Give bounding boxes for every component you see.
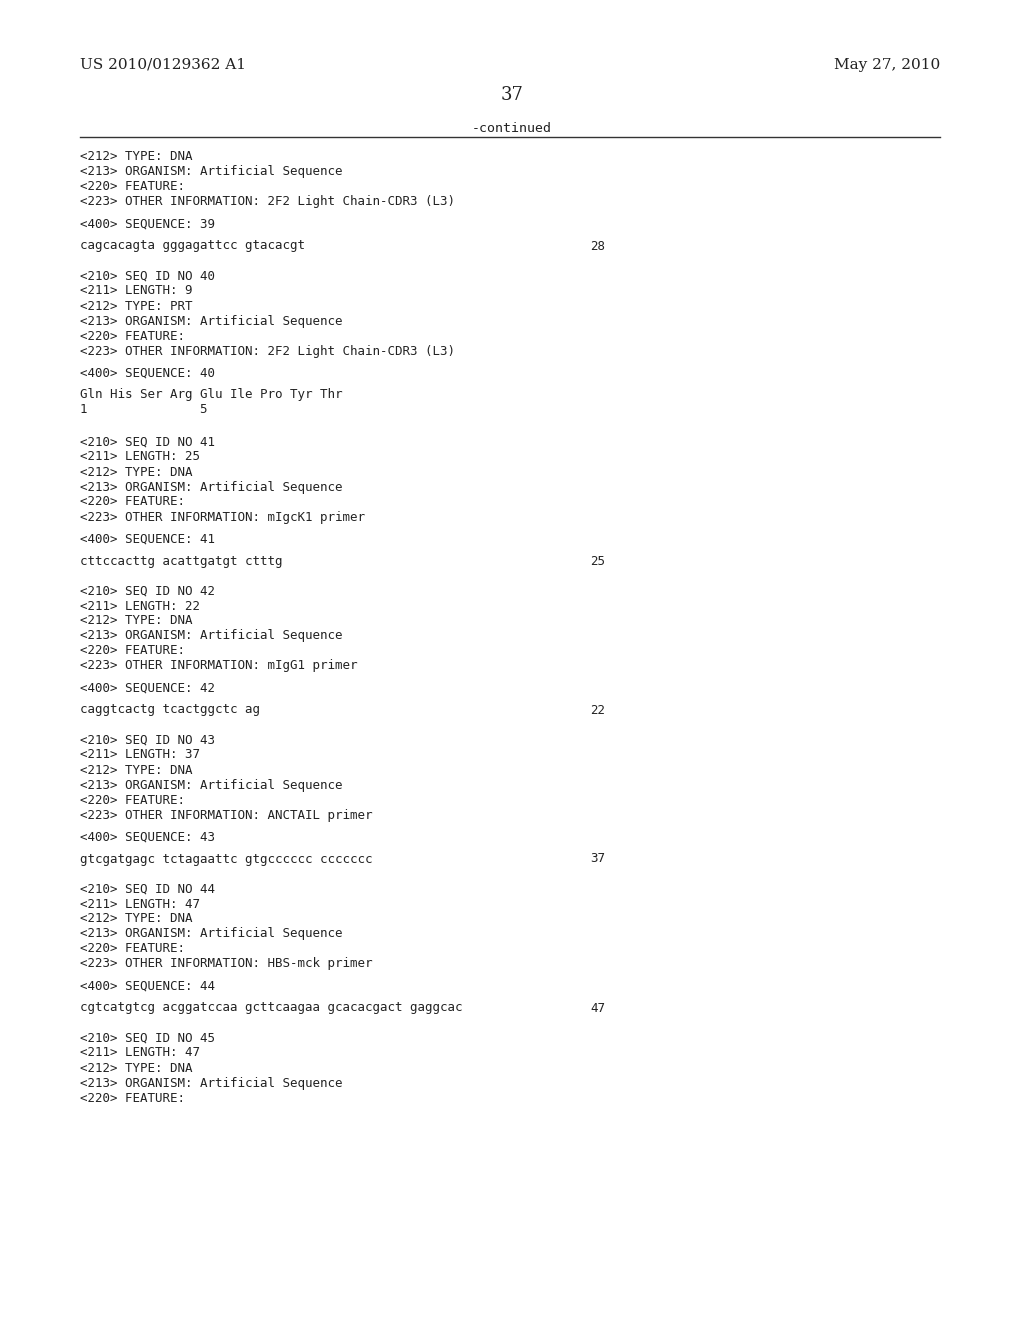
Text: <213> ORGANISM: Artificial Sequence: <213> ORGANISM: Artificial Sequence <box>80 165 342 178</box>
Text: <212> TYPE: DNA: <212> TYPE: DNA <box>80 1061 193 1074</box>
Text: 37: 37 <box>501 86 523 104</box>
Text: <400> SEQUENCE: 44: <400> SEQUENCE: 44 <box>80 979 215 993</box>
Text: <210> SEQ ID NO 42: <210> SEQ ID NO 42 <box>80 585 215 598</box>
Text: <212> TYPE: DNA: <212> TYPE: DNA <box>80 150 193 164</box>
Text: 1               5: 1 5 <box>80 404 208 417</box>
Text: 28: 28 <box>590 239 605 252</box>
Text: <212> TYPE: DNA: <212> TYPE: DNA <box>80 763 193 776</box>
Text: <400> SEQUENCE: 41: <400> SEQUENCE: 41 <box>80 532 215 545</box>
Text: <213> ORGANISM: Artificial Sequence: <213> ORGANISM: Artificial Sequence <box>80 630 342 643</box>
Text: <223> OTHER INFORMATION: mIgG1 primer: <223> OTHER INFORMATION: mIgG1 primer <box>80 660 357 672</box>
Text: -continued: -continued <box>472 121 552 135</box>
Text: <210> SEQ ID NO 40: <210> SEQ ID NO 40 <box>80 269 215 282</box>
Text: <213> ORGANISM: Artificial Sequence: <213> ORGANISM: Artificial Sequence <box>80 779 342 792</box>
Text: <220> FEATURE:: <220> FEATURE: <box>80 942 185 956</box>
Text: 37: 37 <box>590 853 605 866</box>
Text: <213> ORGANISM: Artificial Sequence: <213> ORGANISM: Artificial Sequence <box>80 928 342 940</box>
Text: <400> SEQUENCE: 40: <400> SEQUENCE: 40 <box>80 367 215 380</box>
Text: <211> LENGTH: 47: <211> LENGTH: 47 <box>80 898 200 911</box>
Text: <210> SEQ ID NO 43: <210> SEQ ID NO 43 <box>80 734 215 747</box>
Text: <212> TYPE: PRT: <212> TYPE: PRT <box>80 300 193 313</box>
Text: <223> OTHER INFORMATION: mIgcK1 primer: <223> OTHER INFORMATION: mIgcK1 primer <box>80 511 365 524</box>
Text: <210> SEQ ID NO 44: <210> SEQ ID NO 44 <box>80 883 215 895</box>
Text: <211> LENGTH: 22: <211> LENGTH: 22 <box>80 599 200 612</box>
Text: <213> ORGANISM: Artificial Sequence: <213> ORGANISM: Artificial Sequence <box>80 480 342 494</box>
Text: <220> FEATURE:: <220> FEATURE: <box>80 1092 185 1105</box>
Text: <213> ORGANISM: Artificial Sequence: <213> ORGANISM: Artificial Sequence <box>80 314 342 327</box>
Text: <212> TYPE: DNA: <212> TYPE: DNA <box>80 912 193 925</box>
Text: cagcacagta gggagattcc gtacacgt: cagcacagta gggagattcc gtacacgt <box>80 239 305 252</box>
Text: <223> OTHER INFORMATION: ANCTAIL primer: <223> OTHER INFORMATION: ANCTAIL primer <box>80 808 373 821</box>
Text: <211> LENGTH: 47: <211> LENGTH: 47 <box>80 1047 200 1060</box>
Text: <210> SEQ ID NO 45: <210> SEQ ID NO 45 <box>80 1031 215 1044</box>
Text: <220> FEATURE:: <220> FEATURE: <box>80 644 185 657</box>
Text: <400> SEQUENCE: 43: <400> SEQUENCE: 43 <box>80 830 215 843</box>
Text: cgtcatgtcg acggatccaa gcttcaagaa gcacacgact gaggcac: cgtcatgtcg acggatccaa gcttcaagaa gcacacg… <box>80 1002 463 1015</box>
Text: gtcgatgagc tctagaattc gtgcccccc ccccccc: gtcgatgagc tctagaattc gtgcccccc ccccccc <box>80 853 373 866</box>
Text: caggtcactg tcactggctc ag: caggtcactg tcactggctc ag <box>80 704 260 717</box>
Text: US 2010/0129362 A1: US 2010/0129362 A1 <box>80 58 246 73</box>
Text: <213> ORGANISM: Artificial Sequence: <213> ORGANISM: Artificial Sequence <box>80 1077 342 1089</box>
Text: cttccacttg acattgatgt ctttg: cttccacttg acattgatgt ctttg <box>80 554 283 568</box>
Text: <220> FEATURE:: <220> FEATURE: <box>80 330 185 342</box>
Text: <400> SEQUENCE: 42: <400> SEQUENCE: 42 <box>80 681 215 694</box>
Text: <223> OTHER INFORMATION: 2F2 Light Chain-CDR3 (L3): <223> OTHER INFORMATION: 2F2 Light Chain… <box>80 345 455 358</box>
Text: <212> TYPE: DNA: <212> TYPE: DNA <box>80 615 193 627</box>
Text: <223> OTHER INFORMATION: HBS-mck primer: <223> OTHER INFORMATION: HBS-mck primer <box>80 957 373 970</box>
Text: May 27, 2010: May 27, 2010 <box>834 58 940 73</box>
Text: 22: 22 <box>590 704 605 717</box>
Text: <400> SEQUENCE: 39: <400> SEQUENCE: 39 <box>80 218 215 231</box>
Text: Gln His Ser Arg Glu Ile Pro Tyr Thr: Gln His Ser Arg Glu Ile Pro Tyr Thr <box>80 388 342 401</box>
Text: <211> LENGTH: 25: <211> LENGTH: 25 <box>80 450 200 463</box>
Text: <220> FEATURE:: <220> FEATURE: <box>80 181 185 194</box>
Text: 47: 47 <box>590 1002 605 1015</box>
Text: <220> FEATURE:: <220> FEATURE: <box>80 793 185 807</box>
Text: <211> LENGTH: 9: <211> LENGTH: 9 <box>80 285 193 297</box>
Text: <220> FEATURE:: <220> FEATURE: <box>80 495 185 508</box>
Text: <223> OTHER INFORMATION: 2F2 Light Chain-CDR3 (L3): <223> OTHER INFORMATION: 2F2 Light Chain… <box>80 195 455 209</box>
Text: <210> SEQ ID NO 41: <210> SEQ ID NO 41 <box>80 436 215 449</box>
Text: <212> TYPE: DNA: <212> TYPE: DNA <box>80 466 193 479</box>
Text: <211> LENGTH: 37: <211> LENGTH: 37 <box>80 748 200 762</box>
Text: 25: 25 <box>590 554 605 568</box>
